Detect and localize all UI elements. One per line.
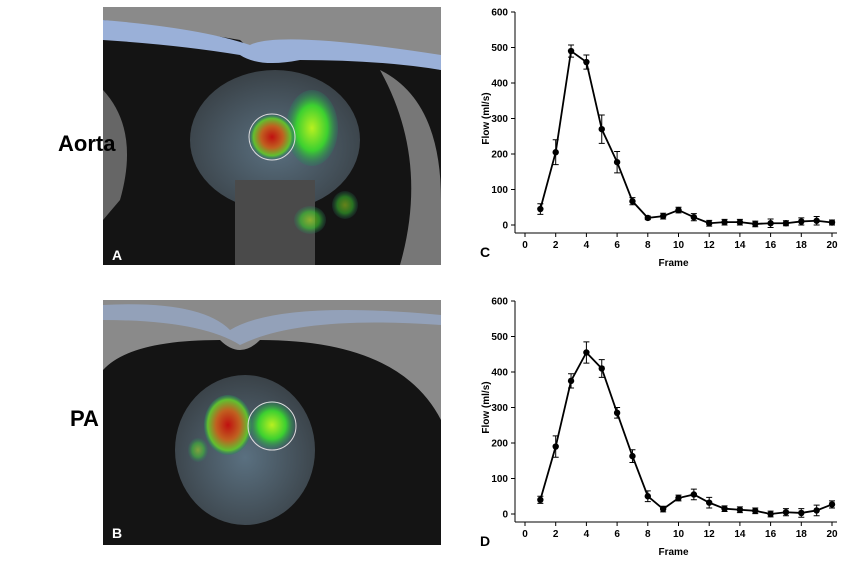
x-tick-label: 6 [614, 529, 620, 540]
data-point [644, 493, 651, 500]
data-point [659, 212, 667, 220]
data-point [736, 506, 744, 513]
data-point [629, 198, 636, 205]
y-tick-label: 600 [491, 8, 508, 19]
data-point [567, 377, 575, 385]
mri-image-aorta [103, 7, 441, 265]
x-tick-label: 2 [553, 529, 559, 540]
data-point [598, 125, 605, 133]
y-tick-label: 400 [491, 79, 508, 90]
data-point [583, 58, 590, 66]
data-point [752, 507, 759, 515]
data-point [537, 205, 544, 213]
data-point [598, 365, 605, 372]
x-tick-label: 16 [765, 240, 777, 251]
x-tick-label: 2 [553, 240, 559, 251]
x-tick-label: 16 [765, 529, 777, 540]
x-tick-label: 0 [522, 240, 528, 251]
data-point [552, 443, 559, 450]
y-tick-label: 0 [502, 510, 508, 521]
x-tick-label: 14 [734, 529, 746, 540]
y-tick-label: 200 [491, 150, 508, 161]
y-tick-label: 600 [491, 297, 508, 308]
data-point [721, 505, 728, 512]
x-tick-label: 18 [796, 529, 808, 540]
x-tick-label: 12 [704, 240, 716, 251]
row-label: PA [70, 406, 99, 431]
y-tick-label: 0 [502, 221, 508, 232]
x-tick-label: 4 [584, 240, 590, 251]
data-point [659, 505, 667, 513]
x-tick-label: 8 [645, 529, 651, 540]
data-point [782, 220, 790, 227]
data-line [539, 49, 833, 225]
data-point [690, 491, 698, 498]
data-point [828, 501, 836, 508]
data-point [813, 217, 820, 224]
x-tick-label: 10 [673, 529, 685, 540]
panel-label: A [112, 247, 122, 263]
x-tick-label: 8 [645, 240, 651, 251]
row-label: Aorta [58, 131, 116, 156]
y-tick-label: 300 [491, 403, 508, 414]
y-tick-label: 100 [491, 185, 508, 196]
x-tick-label: 0 [522, 529, 528, 540]
data-point [537, 496, 544, 503]
y-tick-label: 400 [491, 368, 508, 379]
data-point [767, 220, 774, 227]
data-point [583, 349, 590, 356]
x-tick-label: 12 [704, 529, 716, 540]
data-point [644, 214, 651, 222]
data-point [828, 219, 836, 226]
data-point [552, 149, 559, 156]
data-point [629, 452, 636, 460]
x-tick-label: 10 [673, 240, 685, 251]
y-axis-label: Flow (ml/s) [481, 381, 492, 433]
panel-label: C [480, 244, 490, 260]
data-point [613, 409, 621, 417]
data-point [736, 218, 744, 226]
x-axis-label: Frame [658, 258, 688, 269]
data-point [675, 206, 682, 214]
data-point [613, 158, 621, 166]
y-tick-label: 100 [491, 474, 508, 485]
data-line [539, 350, 833, 515]
x-tick-label: 20 [826, 240, 838, 251]
y-tick-label: 500 [491, 43, 508, 54]
data-point [706, 220, 713, 227]
x-tick-label: 18 [796, 240, 808, 251]
y-tick-label: 200 [491, 439, 508, 450]
data-point [675, 494, 682, 502]
panel-label: D [480, 533, 490, 549]
data-point [752, 220, 759, 228]
data-point [567, 47, 575, 55]
x-tick-label: 6 [614, 240, 620, 251]
x-tick-label: 14 [734, 240, 746, 251]
x-tick-label: 20 [826, 529, 838, 540]
data-point [782, 509, 790, 516]
x-tick-label: 4 [584, 529, 590, 540]
y-tick-label: 300 [491, 114, 508, 125]
panel-label: B [112, 525, 122, 541]
data-point [813, 507, 820, 514]
data-point [798, 218, 805, 225]
y-axis-label: Flow (ml/s) [481, 92, 492, 144]
y-tick-label: 500 [491, 332, 508, 343]
mri-image-pa [103, 300, 441, 545]
data-point [706, 499, 713, 506]
data-point [721, 218, 728, 226]
data-point [767, 510, 774, 518]
x-axis-label: Frame [658, 547, 688, 558]
data-point [798, 509, 805, 517]
data-point [690, 213, 698, 221]
